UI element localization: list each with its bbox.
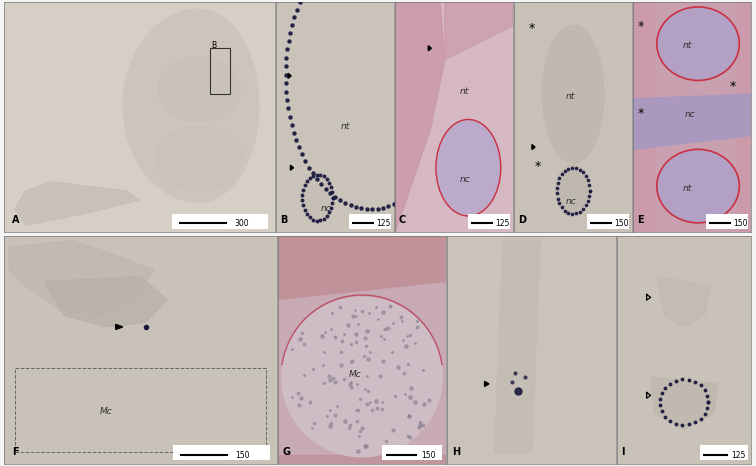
Text: nc: nc [566,198,577,206]
Ellipse shape [657,149,739,223]
Polygon shape [634,94,751,149]
Text: H: H [453,447,460,457]
Polygon shape [288,73,291,78]
Text: nc: nc [685,110,696,119]
Text: *: * [638,20,644,33]
Polygon shape [345,0,484,25]
Bar [700,445,748,460]
Ellipse shape [301,172,334,223]
Bar [468,214,510,229]
Text: I: I [621,447,624,457]
Text: D: D [518,215,525,225]
Polygon shape [532,144,535,150]
Polygon shape [45,277,167,327]
Text: 150: 150 [615,219,629,228]
Text: nt: nt [341,122,350,130]
Text: B: B [280,215,287,225]
Bar [210,48,231,94]
Text: 150: 150 [236,451,250,459]
Text: nt: nt [683,41,692,50]
Text: E: E [637,215,643,225]
Text: *: * [528,22,534,35]
Text: 125: 125 [495,219,510,228]
Bar [349,214,391,229]
Text: 125: 125 [731,451,745,459]
Ellipse shape [556,165,591,216]
Ellipse shape [159,57,240,122]
Polygon shape [737,2,751,232]
Ellipse shape [543,25,604,163]
Text: G: G [283,447,291,457]
Bar [172,214,268,229]
Ellipse shape [282,297,442,457]
Text: 125: 125 [376,219,391,228]
Polygon shape [494,240,541,452]
Text: C: C [399,215,406,225]
Ellipse shape [156,126,243,191]
Polygon shape [116,324,122,329]
Bar [173,445,270,460]
Polygon shape [651,377,717,430]
Polygon shape [658,277,711,327]
Ellipse shape [436,119,500,216]
Text: 150: 150 [421,451,435,459]
Text: *: * [534,160,541,173]
Polygon shape [14,182,139,225]
Polygon shape [428,46,432,51]
Text: B: B [212,41,216,49]
Text: A: A [12,215,20,225]
Text: Mc: Mc [99,406,112,416]
Text: nc: nc [460,174,471,184]
Text: 150: 150 [733,219,748,228]
Text: F: F [12,447,19,457]
Polygon shape [277,454,446,464]
Polygon shape [290,165,293,170]
Bar [383,445,442,460]
Polygon shape [485,381,489,386]
Polygon shape [395,2,445,232]
Polygon shape [634,2,655,232]
Text: nt: nt [683,184,692,193]
Text: nt: nt [460,87,469,96]
Text: *: * [638,107,644,120]
Polygon shape [445,2,513,60]
Text: *: * [730,80,736,93]
Polygon shape [9,240,153,315]
Text: 300: 300 [234,219,249,228]
Text: nt: nt [566,92,575,101]
Polygon shape [123,9,259,202]
Polygon shape [277,236,446,300]
Text: nc: nc [321,205,332,213]
Ellipse shape [657,7,739,81]
Text: Mc: Mc [349,370,361,379]
Bar [587,214,629,229]
Bar [706,214,748,229]
